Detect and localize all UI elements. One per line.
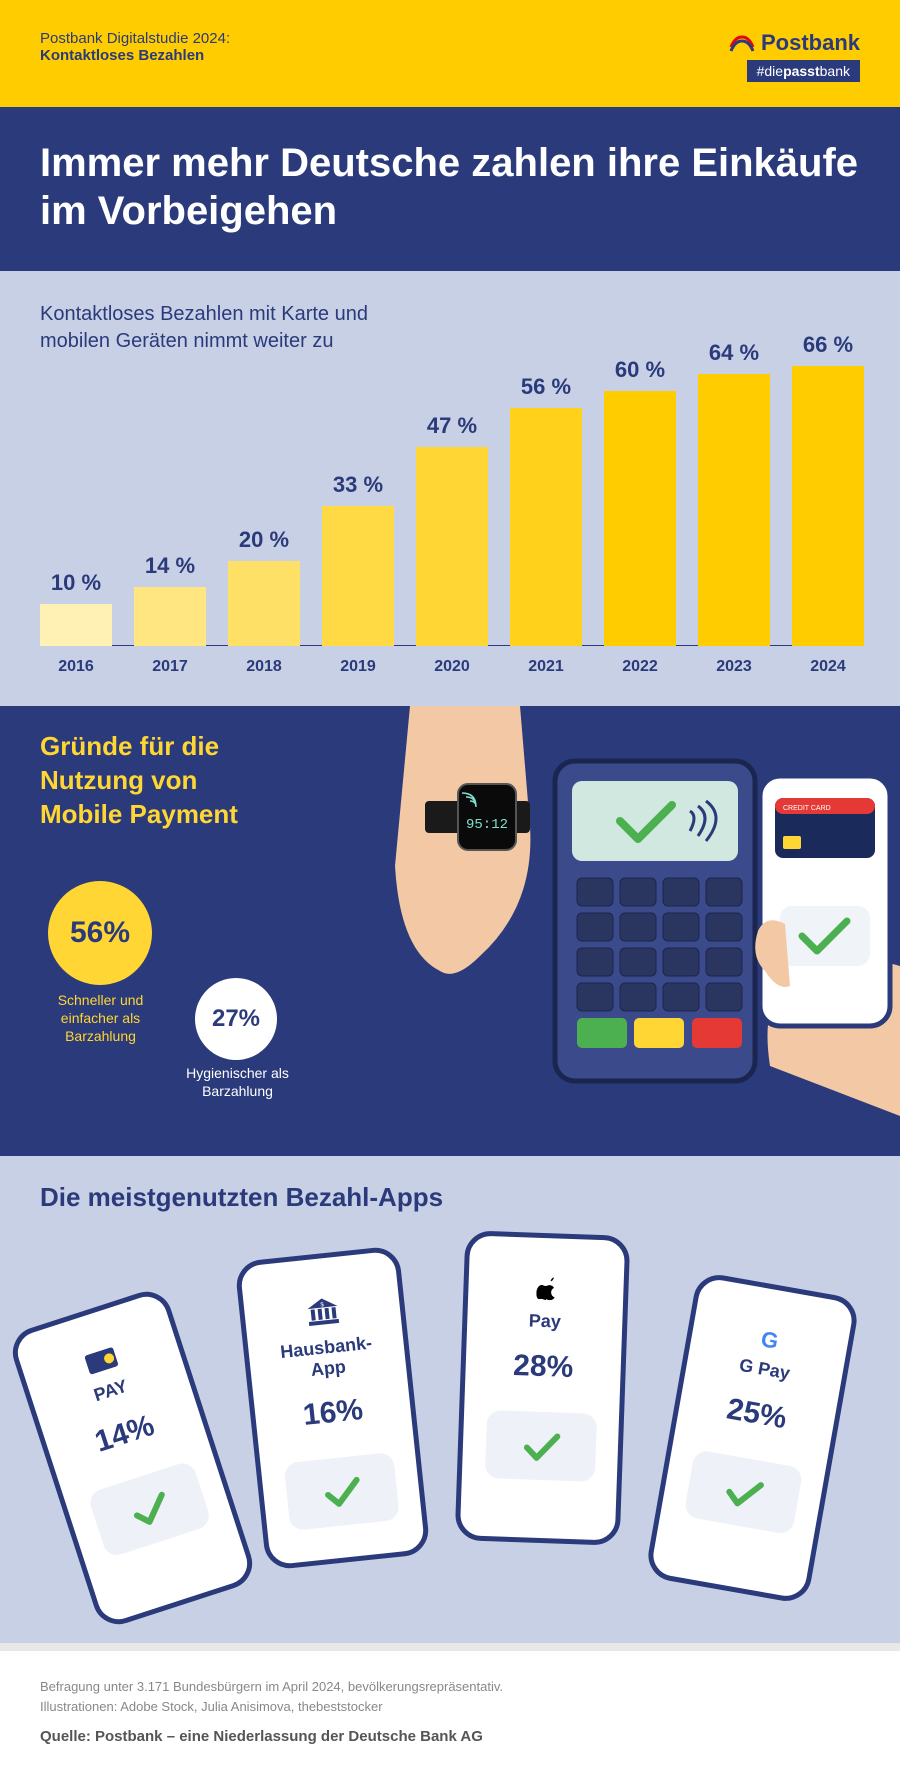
bar-col-2019: 33 % 2019 <box>322 472 394 676</box>
chart-area: Kontaktloses Bezahlen mit Karte und mobi… <box>40 301 860 676</box>
watch-display-text: 95:12 <box>466 817 508 833</box>
bar-label: 56 % <box>521 374 571 400</box>
stat-2-value: 27% <box>212 1005 260 1033</box>
check-icon <box>283 1452 400 1531</box>
bar-year: 2017 <box>152 658 188 676</box>
bar-year: 2022 <box>622 658 658 676</box>
title-band: Immer mehr Deutsche zahlen ihre Einkäufe… <box>0 107 900 271</box>
bar-col-2020: 47 % 2020 <box>416 413 488 676</box>
footer-meta: Befragung unter 3.171 Bundesbürgern im A… <box>0 1651 900 1728</box>
check-icon <box>683 1449 803 1535</box>
bars-row: 10 % 2016 14 % 2017 20 % 2018 33 % 2019 47 % 2020… <box>40 332 860 676</box>
apps-title: Die meistgenutzten Bezahl-Apps <box>40 1182 870 1213</box>
bar-label: 33 % <box>333 472 383 498</box>
app-name: Hausbank-App <box>248 1329 406 1386</box>
bar-col-2016: 10 % 2016 <box>40 570 112 676</box>
app-pct: 28% <box>465 1347 621 1386</box>
bar-col-2018: 20 % 2018 <box>228 527 300 676</box>
apps-section: Die meistgenutzten Bezahl-Apps PAY14%$Ha… <box>0 1156 900 1643</box>
study-line-2: Kontaktloses Bezahlen <box>40 47 230 64</box>
app-icon <box>468 1273 624 1307</box>
stat-circle-2: 27% <box>195 978 277 1060</box>
bar-year: 2019 <box>340 658 376 676</box>
chart-section: Kontaktloses Bezahlen mit Karte und mobi… <box>0 271 900 706</box>
phone-3: GG Pay25% <box>644 1271 860 1605</box>
header-band: Postbank Digitalstudie 2024: Kontaktlose… <box>0 0 900 107</box>
bar-label: 66 % <box>803 332 853 358</box>
reasons-title: Gründe für die Nutzung von Mobile Paymen… <box>40 730 280 831</box>
stat-1-value: 56% <box>70 916 130 950</box>
stat-2-label: Hygienischer als Barzahlung <box>175 1064 300 1100</box>
bar-year: 2021 <box>528 658 564 676</box>
footer-divider <box>0 1643 900 1651</box>
reasons-section: Gründe für die Nutzung von Mobile Paymen… <box>0 706 900 1156</box>
bar-col-2021: 56 % 2021 <box>510 374 582 676</box>
payment-illustration: 95:12 CREDI <box>340 706 900 1156</box>
tagline-suffix: bank <box>820 63 850 79</box>
phones-row: PAY14%$Hausbank-App16%Pay28%GG Pay25% <box>40 1233 870 1613</box>
infographic-root: Postbank Digitalstudie 2024: Kontaktlose… <box>0 0 900 1775</box>
footer-meta-1: Befragung unter 3.171 Bundesbürgern im A… <box>40 1677 860 1697</box>
bar-year: 2016 <box>58 658 94 676</box>
brand-logo: Postbank <box>729 30 860 56</box>
bar-year: 2024 <box>810 658 846 676</box>
phone-2: Pay 28% <box>455 1230 631 1546</box>
study-line-1: Postbank Digitalstudie 2024: <box>40 30 230 47</box>
bar-rect <box>604 391 676 646</box>
bar-label: 60 % <box>615 357 665 383</box>
stat-1-label: Schneller und einfacher als Barzahlung <box>38 991 163 1046</box>
bar-rect <box>698 374 770 646</box>
check-icon <box>86 1460 212 1559</box>
main-title: Immer mehr Deutsche zahlen ihre Einkäufe… <box>40 139 860 235</box>
bar-label: 14 % <box>145 553 195 579</box>
brand-logo-icon <box>729 33 755 53</box>
app-pct: 25% <box>677 1384 836 1444</box>
header-brand-block: Postbank #diepasstbank <box>729 30 860 82</box>
footer-source: Quelle: Postbank – eine Niederlassung de… <box>0 1728 900 1775</box>
stat-circle-1: 56% <box>48 881 152 985</box>
bar-rect <box>134 587 206 646</box>
phone-1: $Hausbank-App16% <box>234 1245 430 1571</box>
bar-col-2017: 14 % 2017 <box>134 553 206 676</box>
bar-rect <box>792 366 864 646</box>
tagline-bold: passt <box>783 63 820 79</box>
bar-rect <box>510 408 582 646</box>
brand-name: Postbank <box>761 30 860 56</box>
brand-tagline: #diepasstbank <box>747 60 860 82</box>
bar-rect <box>322 506 394 646</box>
phone-0: PAY14% <box>6 1285 259 1631</box>
bar-col-2024: 66 % 2024 <box>792 332 864 676</box>
bar-col-2022: 60 % 2022 <box>604 357 676 676</box>
tagline-prefix: #die <box>757 63 783 79</box>
bar-label: 64 % <box>709 340 759 366</box>
bar-label: 10 % <box>51 570 101 596</box>
bar-rect <box>228 561 300 646</box>
bar-col-2023: 64 % 2023 <box>698 340 770 676</box>
app-pct: 16% <box>254 1388 412 1438</box>
bar-label: 47 % <box>427 413 477 439</box>
footer-meta-2: Illustrationen: Adobe Stock, Julia Anisi… <box>40 1697 860 1717</box>
header-study-block: Postbank Digitalstudie 2024: Kontaktlose… <box>40 30 230 64</box>
bar-year: 2020 <box>434 658 470 676</box>
bar-year: 2018 <box>246 658 282 676</box>
bar-year: 2023 <box>716 658 752 676</box>
check-icon <box>484 1410 596 1482</box>
bar-rect <box>416 447 488 646</box>
phone-card-label: CREDIT CARD <box>783 805 831 812</box>
app-name: Pay <box>467 1308 623 1334</box>
bar-label: 20 % <box>239 527 289 553</box>
bar-rect <box>40 604 112 646</box>
